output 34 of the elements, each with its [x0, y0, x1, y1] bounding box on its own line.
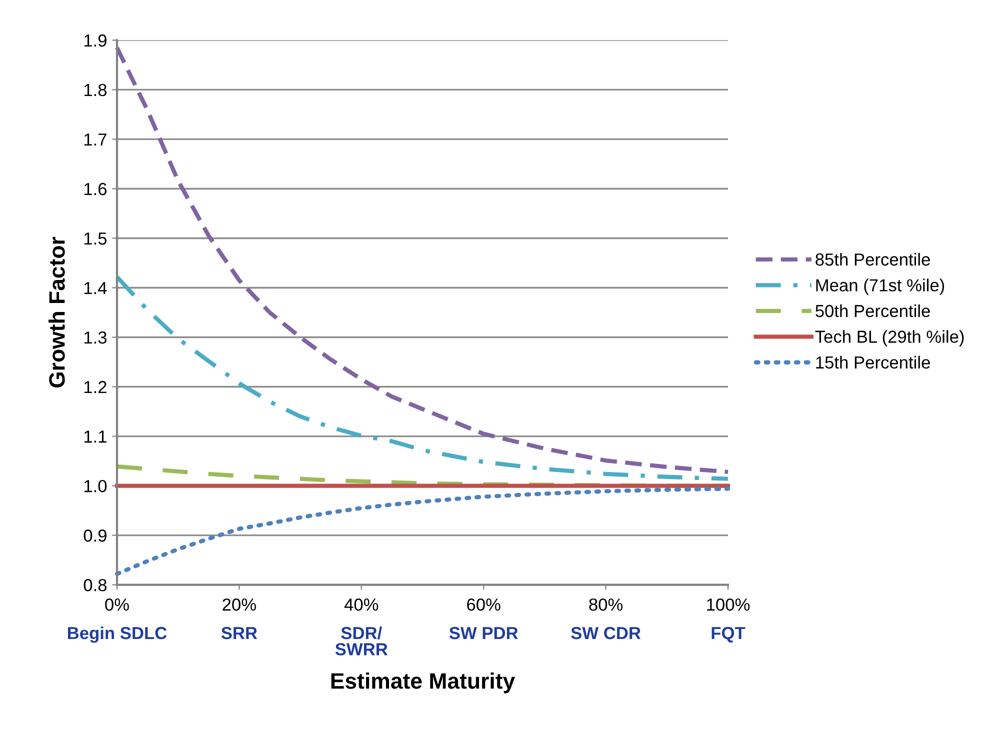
- y-tick-label: 1.4: [84, 282, 107, 294]
- line-series: [114, 46, 730, 474]
- y-tick-label: 1.2: [84, 380, 106, 394]
- y-tick-label: 1.0: [84, 480, 107, 492]
- text: SW PDR: [449, 626, 518, 640]
- y-tick-label: 1.5: [84, 232, 107, 245]
- legend-label: 50th Percentile: [816, 304, 930, 318]
- y-tick-label: 1.8: [84, 84, 107, 96]
- legend-label: 15th Percentile: [816, 356, 930, 369]
- x-axis-title: Estimate Maturity: [331, 672, 515, 694]
- x-tick-label: 0%: [105, 598, 129, 611]
- y-tick-label: 1.6: [84, 182, 107, 196]
- legend-label: Tech BL (29th %ile): [815, 330, 964, 346]
- y-tick-label: 0.8: [84, 578, 107, 592]
- x-tick-label: 60%: [467, 598, 500, 611]
- y-axis-title: Growth Factor: [48, 236, 65, 388]
- legend-label: 85th Percentile: [816, 252, 930, 266]
- text: Begin SDLC: [68, 626, 167, 643]
- x-tick-label: 40%: [344, 598, 378, 611]
- line-series: [114, 274, 730, 481]
- y-tick-label: 1.3: [84, 331, 107, 344]
- line-series: [114, 486, 730, 576]
- y-tick-label: 1.9: [84, 34, 106, 47]
- y-tick-label: 1.1: [84, 430, 106, 443]
- x-tick-label: 20%: [222, 598, 256, 611]
- text: SRR: [221, 626, 258, 640]
- text: SW CDR: [571, 626, 641, 640]
- legend-label: Mean (71st %ile): [816, 278, 944, 295]
- x-tick-label: 80%: [589, 598, 623, 611]
- y-tick-label: 0.9: [84, 529, 106, 542]
- text: FQT: [712, 626, 746, 642]
- x-tick-label: 100%: [707, 598, 750, 611]
- text: SDR/ SWRR: [335, 626, 388, 656]
- y-tick-label: 1.7: [84, 134, 106, 146]
